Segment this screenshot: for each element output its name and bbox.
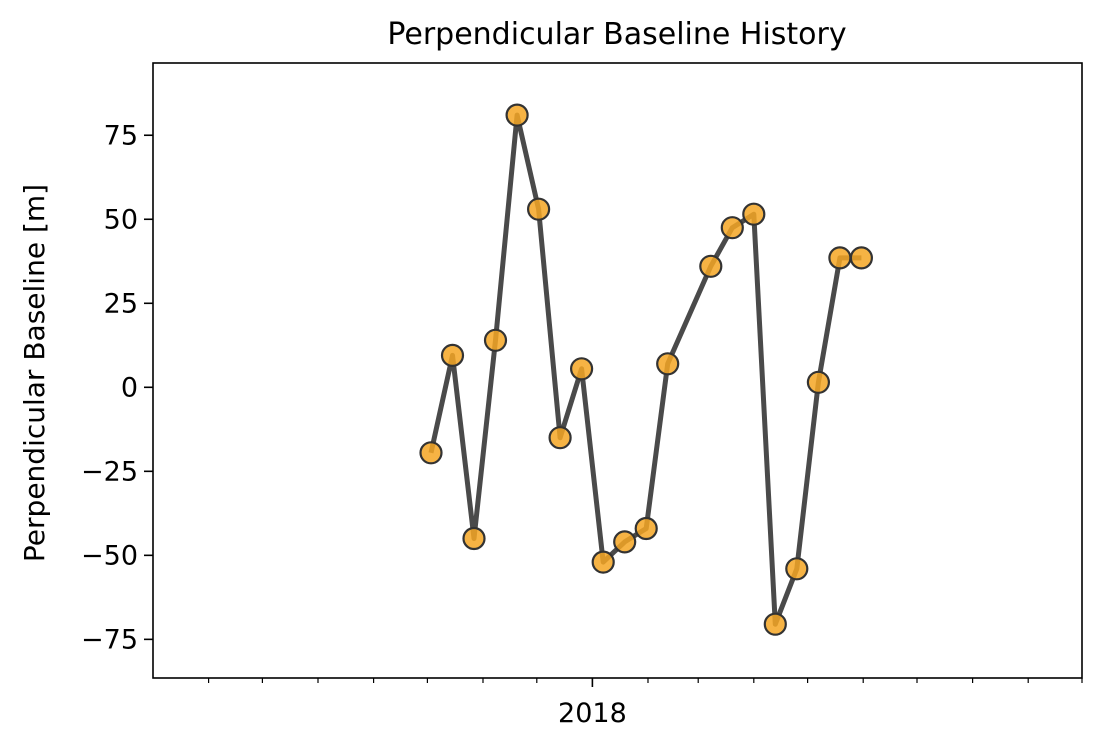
data-point: [419, 441, 443, 465]
y-tick-label: −75: [81, 624, 138, 655]
data-point: [483, 328, 508, 352]
data-point: [591, 550, 615, 574]
data-point: [634, 516, 658, 541]
plot-frame: [152, 62, 1083, 679]
series-line: [428, 112, 862, 627]
y-tick-label: −25: [81, 456, 138, 487]
y-tick-label: −50: [81, 540, 138, 571]
chart-title: Perpendicular Baseline History: [387, 17, 846, 52]
data-point: [828, 246, 852, 270]
data-point: [613, 530, 637, 554]
data-point: [699, 254, 723, 278]
data-point: [548, 426, 572, 450]
y-axis-label: Perpendicular Baseline [m]: [18, 184, 51, 562]
data-point: [720, 216, 744, 240]
data-point: [440, 343, 465, 367]
data-point: [849, 246, 874, 270]
y-tick-label: 25: [104, 288, 138, 319]
data-point: [763, 612, 787, 636]
data-point: [505, 103, 529, 127]
y-tick-label: 75: [104, 120, 138, 151]
x-tick-label: 2018: [558, 698, 627, 729]
axis-ticks: −75 −50 −25 0 25 50 75 2018: [81, 120, 1083, 729]
y-tick-label: 0: [121, 372, 138, 403]
data-point: [806, 370, 831, 394]
data-point: [785, 557, 809, 581]
data-point: [569, 357, 594, 381]
data-point: [742, 202, 766, 226]
y-tick-label: 50: [104, 204, 138, 235]
data-point: [462, 526, 486, 551]
data-point: [526, 197, 551, 221]
data-point: [656, 352, 680, 376]
series-layer: [419, 103, 874, 636]
